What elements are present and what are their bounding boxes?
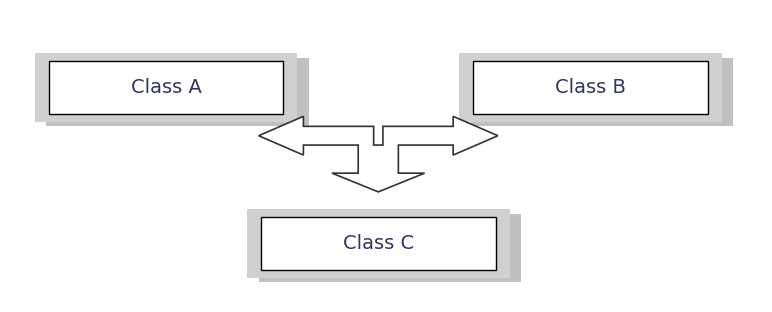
Bar	[259, 214, 521, 282]
Text: Class B: Class B	[555, 78, 626, 97]
Bar	[473, 61, 708, 114]
Bar	[471, 58, 733, 126]
Bar	[261, 217, 496, 270]
Text: Class A: Class A	[130, 78, 201, 97]
Bar	[35, 53, 297, 122]
Bar	[46, 58, 309, 126]
Polygon shape	[259, 116, 498, 192]
Bar	[459, 53, 722, 122]
Bar	[247, 209, 510, 278]
Text: Class C: Class C	[343, 234, 414, 253]
Bar	[49, 61, 283, 114]
